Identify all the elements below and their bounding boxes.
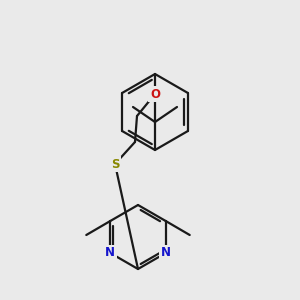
Text: O: O [150,88,160,100]
Text: N: N [105,247,115,260]
Text: N: N [161,247,171,260]
Text: S: S [111,158,119,170]
